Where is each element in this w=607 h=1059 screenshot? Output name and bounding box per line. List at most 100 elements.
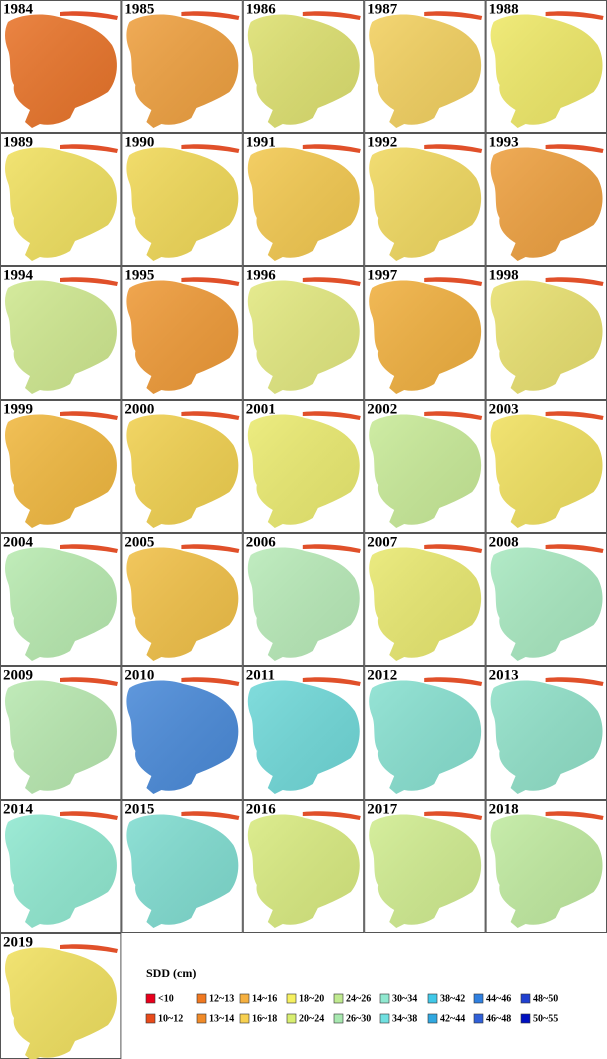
legend-label: <10 — [158, 993, 174, 1004]
legend-label: 50~55 — [533, 1013, 558, 1024]
map-panel: 2000 — [122, 401, 242, 533]
year-label: 1999 — [3, 401, 33, 417]
legend-swatch — [474, 1014, 483, 1023]
year-label: 1996 — [246, 267, 276, 283]
legend-swatch — [334, 1014, 343, 1023]
map-panel: 2010 — [122, 667, 242, 800]
legend-swatch — [474, 994, 483, 1003]
map-panel: 2013 — [486, 667, 606, 800]
year-label: 1985 — [124, 1, 154, 17]
year-label: 2018 — [489, 801, 519, 817]
map-panel: 2006 — [243, 534, 363, 666]
year-label: 2016 — [246, 801, 276, 817]
legend-label: 12~13 — [209, 993, 234, 1004]
legend-swatch — [428, 1014, 437, 1023]
map-panel: 1998 — [486, 267, 606, 400]
map-panel: 1987 — [365, 1, 485, 133]
legend-label: 16~18 — [252, 1013, 277, 1024]
year-label: 2002 — [367, 401, 397, 417]
year-label: 2019 — [3, 934, 33, 950]
year-label: 2009 — [3, 667, 33, 683]
legend-title: SDD (cm) — [146, 966, 196, 980]
legend-swatch — [521, 994, 530, 1003]
legend-label: 48~50 — [533, 993, 558, 1004]
map-panel: 2014 — [1, 801, 121, 933]
map-panel: 1999 — [1, 401, 121, 533]
map-panel: 1997 — [365, 267, 485, 400]
legend-swatch — [521, 1014, 530, 1023]
legend-swatch — [428, 994, 437, 1003]
map-panel: 1992 — [365, 134, 485, 266]
map-panel: 1993 — [486, 134, 606, 266]
legend-swatch — [380, 1014, 389, 1023]
map-panel: 2004 — [1, 534, 121, 666]
year-label: 2012 — [367, 667, 397, 683]
map-panel: 1990 — [122, 134, 242, 266]
year-label: 1995 — [124, 267, 154, 283]
legend-swatch — [146, 1014, 155, 1023]
year-label: 2011 — [246, 667, 275, 683]
legend-swatch — [197, 1014, 206, 1023]
year-label: 2008 — [489, 534, 519, 550]
legend-label: 14~16 — [252, 993, 277, 1004]
map-panel: 2018 — [486, 801, 606, 933]
year-label: 2015 — [124, 801, 154, 817]
legend-label: 34~38 — [392, 1013, 417, 1024]
map-panel: 2011 — [243, 667, 363, 800]
year-label: 2013 — [489, 667, 519, 683]
legend-label: 26~30 — [346, 1013, 371, 1024]
legend-swatch — [334, 994, 343, 1003]
year-label: 1990 — [124, 134, 154, 150]
legend-label: 24~26 — [346, 993, 371, 1004]
legend-swatch — [287, 1014, 296, 1023]
legend-swatch — [146, 994, 155, 1003]
map-panel: 1994 — [1, 267, 121, 400]
year-label: 1986 — [246, 1, 276, 17]
year-label: 1984 — [3, 1, 34, 17]
map-panel: 2008 — [486, 534, 606, 666]
map-panel: 2007 — [365, 534, 485, 666]
map-panel: 1985 — [122, 1, 242, 133]
year-label: 2000 — [124, 401, 154, 417]
year-label: 1991 — [246, 134, 276, 150]
map-panel: 1995 — [122, 267, 242, 400]
year-label: 2004 — [3, 534, 34, 550]
map-panel: 1988 — [486, 1, 606, 133]
legend-label: 20~24 — [299, 1013, 324, 1024]
map-panel: 1984 — [1, 1, 121, 133]
year-label: 1988 — [489, 1, 519, 17]
year-label: 1994 — [3, 267, 34, 283]
year-label: 2017 — [367, 801, 398, 817]
map-panel: 2009 — [1, 667, 121, 800]
legend-swatch — [287, 994, 296, 1003]
legend-swatch — [240, 1014, 249, 1023]
year-label: 2006 — [246, 534, 276, 550]
figure: SDD (cm) 1984 1985 1986 1987 1988 1989 1990 199… — [0, 0, 607, 1059]
legend-label: 30~34 — [392, 993, 417, 1004]
map-panel: 1986 — [243, 1, 363, 133]
legend-label: 42~44 — [440, 1013, 465, 1024]
legend-label: 46~48 — [486, 1013, 511, 1024]
year-label: 1987 — [367, 1, 398, 17]
year-label: 2005 — [124, 534, 154, 550]
year-label: 1989 — [3, 134, 33, 150]
legend-label: 38~42 — [440, 993, 465, 1004]
map-panel: 2003 — [486, 401, 606, 533]
year-label: 1992 — [367, 134, 397, 150]
legend-swatch — [380, 994, 389, 1003]
year-label: 1993 — [489, 134, 519, 150]
map-panel: 2016 — [243, 801, 363, 933]
year-label: 2007 — [367, 534, 398, 550]
legend-label: 44~46 — [486, 993, 511, 1004]
map-panel: 2019 — [1, 934, 121, 1059]
year-label: 2001 — [246, 401, 276, 417]
map-panel: 2005 — [122, 534, 242, 666]
legend-label: 10~12 — [158, 1013, 183, 1024]
legend-swatch — [197, 994, 206, 1003]
map-panel: 2012 — [365, 667, 485, 800]
map-panel: 2001 — [243, 401, 363, 533]
year-label: 2003 — [489, 401, 519, 417]
map-panel: 2002 — [365, 401, 485, 533]
year-label: 1997 — [367, 267, 398, 283]
map-panel: 1989 — [1, 134, 121, 266]
